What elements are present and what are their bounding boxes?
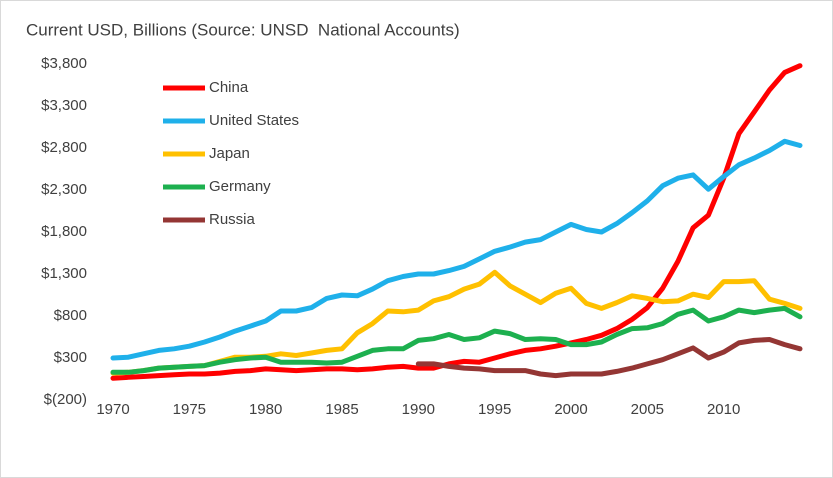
y-tick-label: $1,300 — [41, 265, 87, 282]
y-tick-label: $(200) — [44, 391, 87, 408]
x-tick-label: 2005 — [631, 401, 664, 418]
y-tick-label: $300 — [54, 349, 87, 366]
y-tick-label: $3,300 — [41, 97, 87, 114]
legend-label: United States — [209, 112, 299, 129]
series-line — [110, 63, 803, 381]
x-tick-label: 1970 — [96, 401, 129, 418]
legend-label: Japan — [209, 145, 250, 162]
y-tick-label: $3,800 — [41, 55, 87, 72]
x-tick-label: 1980 — [249, 401, 282, 418]
series-line — [415, 337, 803, 379]
y-tick-label: $2,800 — [41, 139, 87, 156]
y-tick-label: $800 — [54, 307, 87, 324]
legend-label: Germany — [209, 178, 271, 195]
legend-label: Russia — [209, 211, 256, 228]
x-tick-label: 2000 — [554, 401, 587, 418]
x-tick-label: 1985 — [325, 401, 358, 418]
x-tick-label: 2010 — [707, 401, 740, 418]
x-tick-label: 1990 — [402, 401, 435, 418]
y-tick-label: $1,800 — [41, 223, 87, 240]
chart-title: Current USD, Billions (Source: UNSD Nati… — [26, 20, 460, 39]
y-tick-label: $2,300 — [41, 181, 87, 198]
x-tick-label: 1995 — [478, 401, 511, 418]
series-line — [110, 138, 803, 361]
x-tick-label: 1975 — [173, 401, 206, 418]
series-line — [110, 305, 803, 375]
legend-label: China — [209, 79, 249, 96]
